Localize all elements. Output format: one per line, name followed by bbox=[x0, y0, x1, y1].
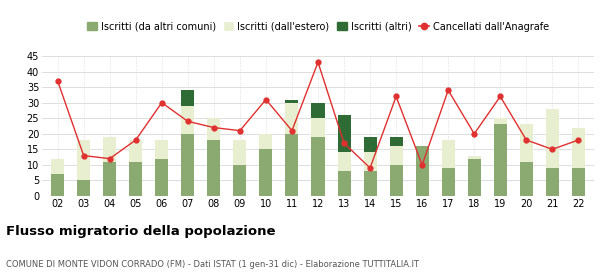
Bar bbox=[311, 103, 325, 118]
Bar bbox=[51, 159, 64, 174]
Text: Flusso migratorio della popolazione: Flusso migratorio della popolazione bbox=[6, 225, 275, 238]
Bar bbox=[494, 118, 507, 124]
Bar bbox=[364, 152, 377, 171]
Bar bbox=[286, 134, 298, 196]
Bar bbox=[389, 146, 403, 165]
Bar bbox=[129, 140, 142, 162]
Bar bbox=[468, 159, 481, 196]
Bar bbox=[494, 124, 507, 196]
Bar bbox=[155, 140, 168, 159]
Bar bbox=[103, 137, 116, 162]
Bar bbox=[311, 137, 325, 196]
Bar bbox=[129, 162, 142, 196]
Bar bbox=[338, 115, 350, 152]
Bar bbox=[364, 137, 377, 152]
Bar bbox=[311, 118, 325, 137]
Bar bbox=[546, 168, 559, 196]
Bar bbox=[181, 90, 194, 106]
Bar bbox=[338, 171, 350, 196]
Bar bbox=[442, 140, 455, 168]
Bar bbox=[416, 146, 428, 196]
Bar bbox=[233, 165, 247, 196]
Bar bbox=[364, 171, 377, 196]
Bar bbox=[572, 168, 585, 196]
Bar bbox=[389, 165, 403, 196]
Bar bbox=[442, 168, 455, 196]
Bar bbox=[77, 140, 90, 180]
Bar bbox=[259, 134, 272, 149]
Bar bbox=[208, 118, 220, 140]
Text: COMUNE DI MONTE VIDON CORRADO (FM) - Dati ISTAT (1 gen-31 dic) - Elaborazione TU: COMUNE DI MONTE VIDON CORRADO (FM) - Dat… bbox=[6, 260, 419, 269]
Bar bbox=[259, 149, 272, 196]
Legend: Iscritti (da altri comuni), Iscritti (dall'estero), Iscritti (altri), Cancellati: Iscritti (da altri comuni), Iscritti (da… bbox=[87, 22, 549, 32]
Bar bbox=[208, 140, 220, 196]
Bar bbox=[468, 156, 481, 159]
Bar bbox=[51, 174, 64, 196]
Bar bbox=[103, 162, 116, 196]
Bar bbox=[233, 140, 247, 165]
Bar bbox=[286, 103, 298, 134]
Bar bbox=[77, 180, 90, 196]
Bar bbox=[520, 124, 533, 162]
Bar bbox=[286, 100, 298, 103]
Bar bbox=[155, 159, 168, 196]
Bar bbox=[572, 128, 585, 168]
Bar bbox=[181, 106, 194, 134]
Bar bbox=[338, 152, 350, 171]
Bar bbox=[389, 137, 403, 146]
Bar bbox=[546, 109, 559, 168]
Bar bbox=[181, 134, 194, 196]
Bar bbox=[520, 162, 533, 196]
